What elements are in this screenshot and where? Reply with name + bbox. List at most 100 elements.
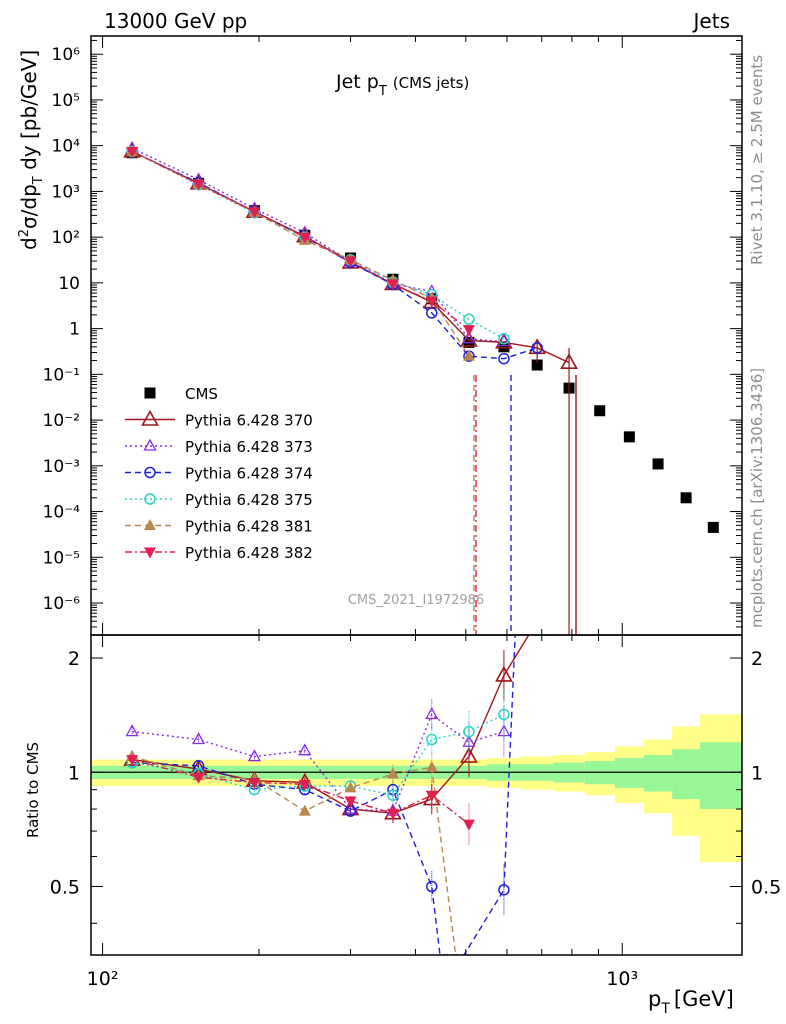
main-y-tick-label: 10⁻²: [43, 411, 80, 431]
legend-label: Pythia 6.428 370: [185, 412, 313, 430]
series-line: [131, 150, 538, 360]
data-point: [425, 296, 438, 308]
ratio-y-tick-label-right: 2: [751, 648, 763, 670]
cms-data-point: [652, 458, 664, 470]
legend-label: Pythia 6.428 373: [185, 438, 313, 456]
ratio-data-point: [192, 772, 205, 784]
ratio-data-point: [126, 755, 139, 767]
series-pythia-6-428-381: [126, 144, 475, 361]
legend-label: Pythia 6.428 382: [185, 544, 313, 562]
data-point: [560, 353, 578, 369]
axis-tick-labels: 10⁻⁶ 10⁻⁵ 10⁻⁴ 10⁻³ 10⁻² 10⁻¹ 1 10 10² 10³ 10⁴ 10⁵ 1…: [43, 45, 782, 990]
ratio-series-pythia-6-428-382: [126, 754, 475, 845]
ratio-data-point: [298, 779, 311, 791]
main-y-tick-label: 10⁻⁴: [43, 503, 81, 523]
data-point: [192, 179, 205, 191]
ratio-data-point: [498, 708, 510, 721]
main-y-tick-label: 10⁵: [52, 91, 80, 111]
mcplots-side-label: mcplots.cern.ch [arXiv:1306.3436]: [748, 368, 766, 628]
legend-marker: [144, 547, 156, 559]
legend-marker: [144, 387, 156, 399]
ratio-series-pythia-6-428-375: [126, 689, 510, 805]
main-panel-series: [123, 140, 719, 635]
x-axis-label: pT [GeV]: [648, 987, 734, 1017]
ratio-data-point: [125, 724, 139, 737]
analysis-watermark: CMS_2021_I1972986: [348, 593, 484, 608]
data-point: [298, 232, 311, 244]
data-point: [463, 313, 475, 326]
main-y-tick-label: 10⁻⁶: [43, 594, 81, 614]
x-tick-label: 10²: [87, 968, 119, 990]
ratio-data-point: [425, 707, 439, 720]
cms-data-point: [594, 405, 606, 417]
main-y-tick-label: 1: [69, 320, 80, 340]
ratio-data-point: [344, 796, 357, 808]
ratio-data-point: [495, 665, 513, 682]
legend-label: CMS: [185, 385, 218, 403]
legend-marker: [143, 438, 157, 451]
ratio-plot-frame: [90, 634, 743, 956]
legend-marker: [144, 466, 156, 479]
header-right: Jets: [692, 9, 730, 33]
ratio-data-point: [425, 760, 438, 772]
legend: CMS Pythia 6.428 370 Pythia 6.428 373 Pythi…: [125, 385, 313, 562]
header-left: 13000 GeV pp: [104, 9, 247, 33]
legend-item: Pythia 6.428 381: [125, 518, 313, 536]
legend-marker: [144, 493, 156, 505]
ratio-band-inner: [726, 742, 742, 810]
ratio-series-pythia-6-428-370: [123, 635, 530, 823]
data-point: [497, 334, 511, 347]
ratio-data-point: [463, 725, 475, 738]
ratio-series-line: [132, 635, 516, 955]
legend-label: Pythia 6.428 375: [185, 491, 313, 509]
cms-data-point: [707, 521, 719, 533]
ratio-y-tick-label: 1: [68, 762, 80, 784]
data-point: [344, 256, 357, 268]
rivet-side-label: Rivet 3.1.10, ≥ 2.5M events: [748, 55, 766, 265]
data-point: [531, 342, 543, 354]
data-point: [462, 349, 475, 361]
main-y-tick-label: 10⁴: [52, 137, 81, 157]
data-point: [126, 146, 139, 158]
ratio-data-point: [462, 734, 476, 747]
ratio-data-point: [498, 884, 510, 896]
ratio-series-pythia-6-428-374: [126, 635, 516, 955]
ratio-uncertainty-bands: [91, 714, 742, 863]
x-tick-label: 10³: [606, 968, 638, 990]
ratio-data-point: [298, 804, 311, 816]
ratio-band-inner: [643, 755, 673, 792]
ratio-panel-series: [123, 635, 530, 955]
ratio-series-line: [131, 755, 457, 955]
cms-data-point: [680, 492, 692, 504]
ratio-data-point: [298, 743, 312, 756]
ratio-band-inner: [672, 749, 701, 800]
ratio-data-point: [387, 789, 399, 801]
ratio-y-tick-label-right: 0.5: [751, 877, 781, 899]
legend-label: Pythia 6.428 381: [185, 518, 313, 536]
series-pythia-6-428-382: [126, 146, 475, 337]
ratio-data-point: [425, 790, 438, 802]
legend-item: Pythia 6.428 373: [125, 438, 313, 456]
data-point: [462, 331, 476, 344]
cms-data-point: [531, 359, 543, 371]
legend-item: Pythia 6.428 375: [125, 491, 313, 509]
plot-title: Jet pT (CMS jets): [335, 71, 469, 99]
ratio-data-point: [426, 733, 438, 746]
data-point: [498, 352, 510, 365]
ratio-data-point: [344, 781, 357, 793]
ratio-data-point: [462, 819, 475, 831]
legend-label: Pythia 6.428 374: [185, 465, 313, 483]
legend-item: Pythia 6.428 374: [125, 465, 313, 483]
data-point: [248, 207, 261, 219]
ratio-data-point: [386, 808, 399, 820]
ratio-y-tick-label: 0.5: [50, 877, 80, 899]
ratio-band-inner: [699, 742, 728, 810]
main-y-tick-label: 10⁻¹: [43, 365, 80, 385]
main-y-tick-label: 10⁻³: [43, 457, 80, 477]
data-point: [386, 279, 399, 291]
ratio-data-point: [426, 880, 438, 893]
cms-data-point: [623, 431, 635, 443]
data-point: [426, 307, 438, 319]
main-y-tick-label: 10³: [52, 182, 80, 202]
